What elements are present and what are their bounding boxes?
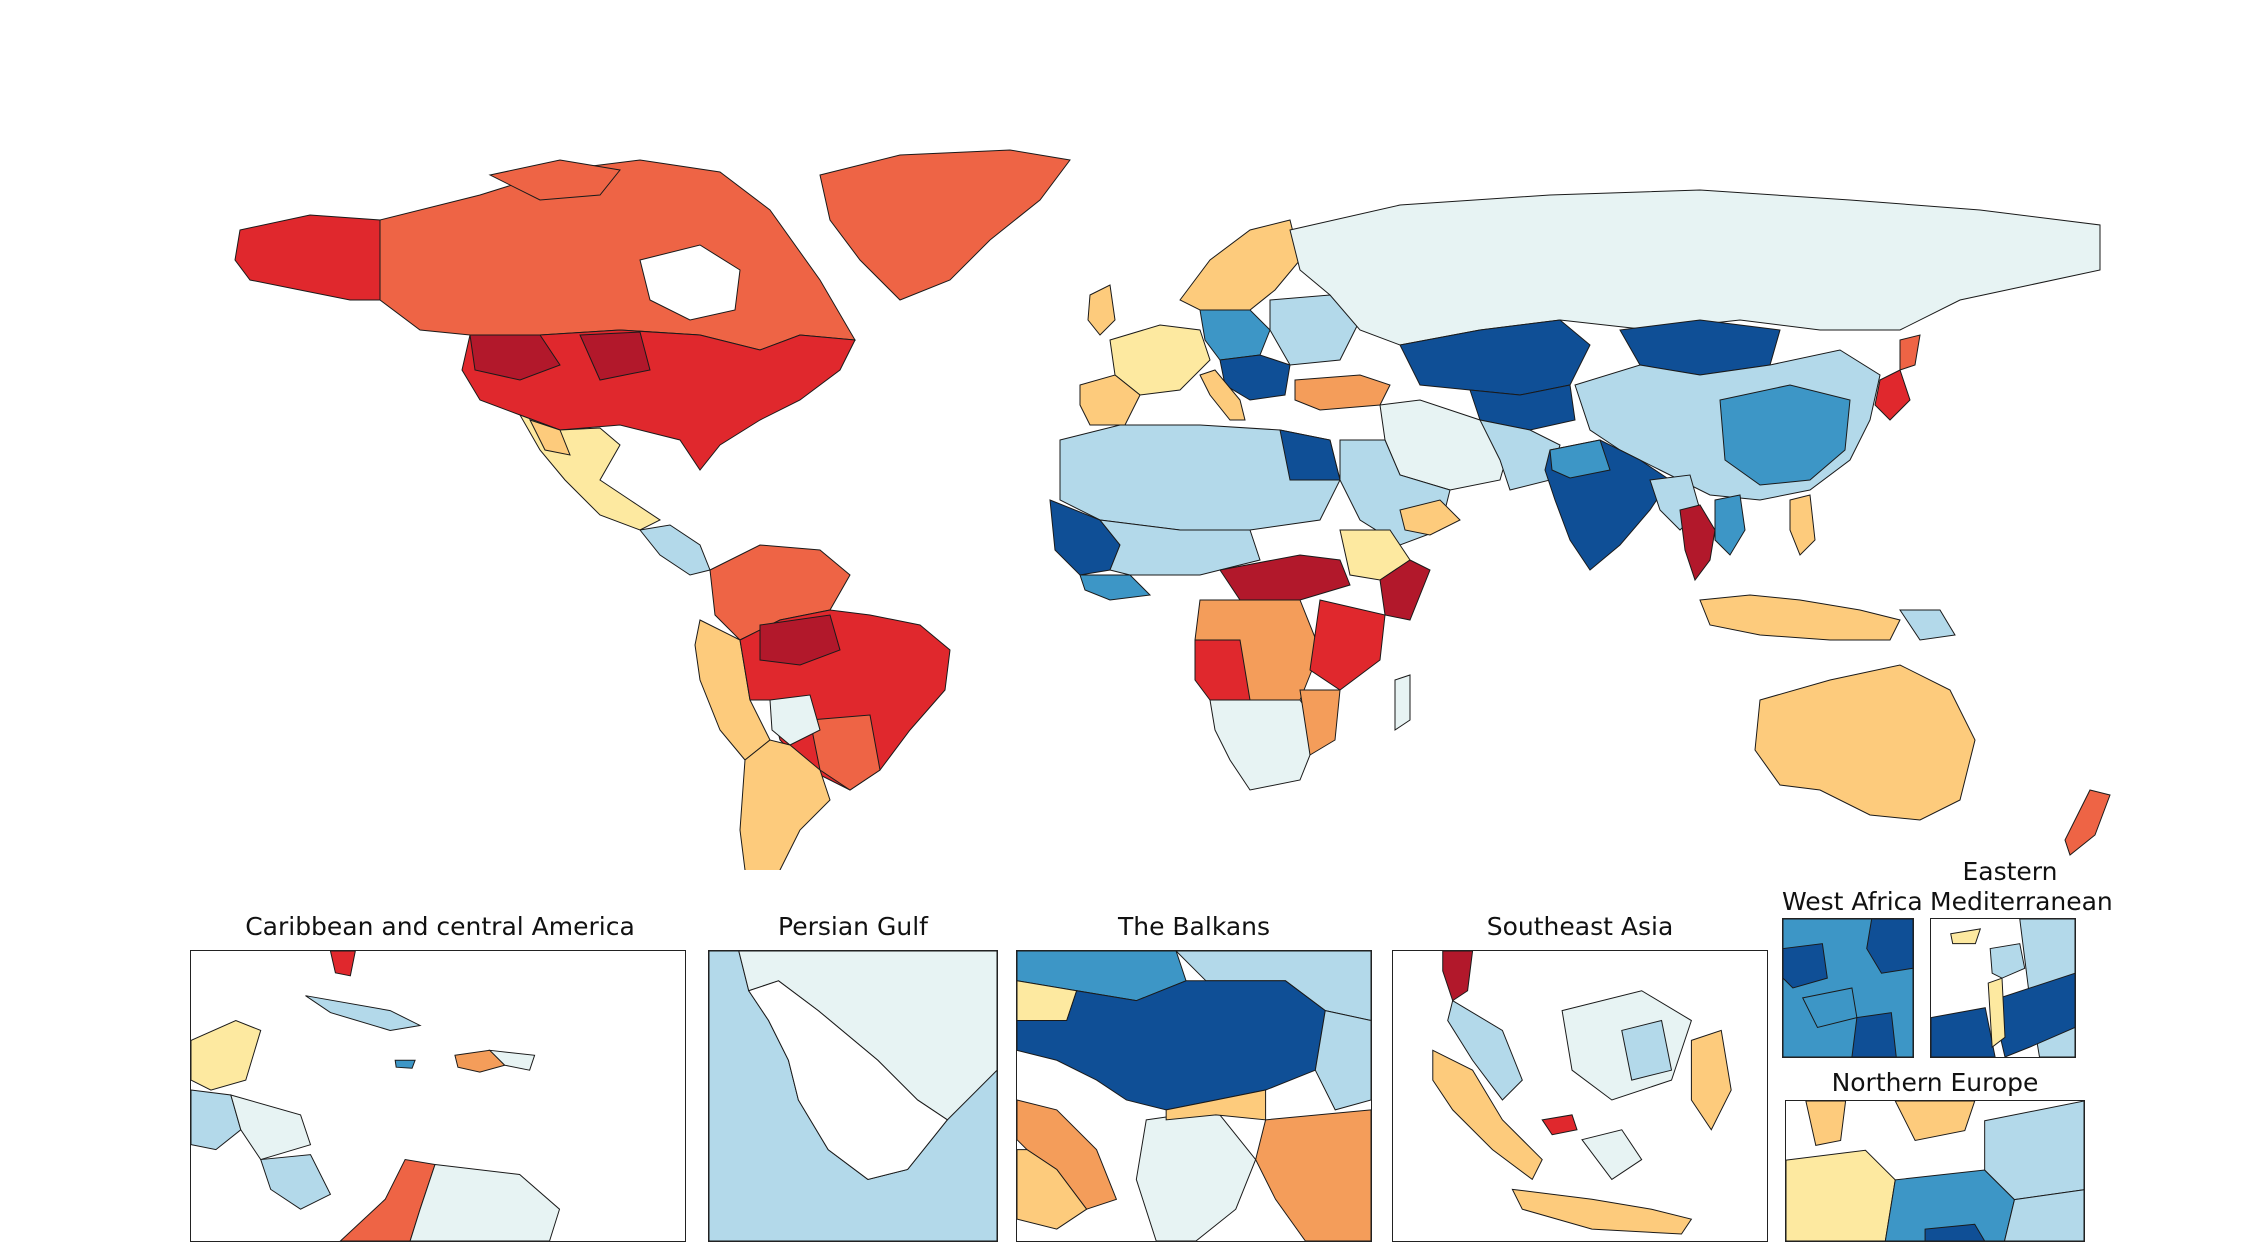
region-greenland	[819, 149, 1071, 301]
inset-caribbean	[190, 950, 686, 1242]
region-yemen-oman	[1399, 499, 1461, 536]
inset-borneo-south	[1621, 1019, 1673, 1081]
region-mozambique	[1299, 689, 1341, 756]
region-argentina-chile	[739, 739, 831, 870]
inset-thailand	[1442, 951, 1474, 1002]
region-uk	[1087, 284, 1116, 336]
inset-baltics	[1984, 1101, 2084, 1201]
region-central-europe	[1199, 309, 1271, 361]
inset-title-balkans: The Balkans	[1117, 912, 1271, 941]
region-philippines	[1789, 494, 1816, 556]
inset-gulf-water	[747, 980, 949, 1180]
inset-italy-south	[1017, 1149, 1088, 1230]
inset-title-caribbean: Caribbean and central America	[245, 912, 635, 941]
inset-haiti	[454, 1049, 506, 1073]
region-madagascar	[1394, 674, 1411, 731]
inset-singapore-region	[1541, 1114, 1578, 1136]
region-new-zealand	[2064, 789, 2111, 856]
inset-bangka	[1581, 1129, 1643, 1181]
region-horn	[1379, 559, 1431, 621]
inset-belarus	[2004, 1189, 2084, 1241]
region-canadian-arctic-islands	[488, 159, 621, 201]
inset-czech	[1924, 1223, 1986, 1241]
inset-guatemala-honduras	[191, 1089, 242, 1151]
inset-cyprus	[1950, 928, 1982, 945]
region-angola	[1194, 639, 1251, 701]
inset-greece	[1135, 1109, 1257, 1241]
inset-moldova-region	[1314, 1009, 1371, 1111]
inset-title-southeast-asia: Southeast Asia	[1486, 912, 1674, 941]
region-bolivia	[769, 694, 821, 746]
inset-persian-gulf	[708, 950, 998, 1242]
inset-west-africa	[1782, 918, 1914, 1058]
inset-dominican-republic	[488, 1049, 536, 1071]
region-russia	[1289, 189, 2101, 346]
inset-title-west-africa: West Africa	[1782, 887, 1923, 916]
region-egypt	[1279, 429, 1341, 481]
inset-israel	[1987, 977, 2006, 1049]
inset-jamaica	[394, 1059, 416, 1069]
region-north-africa	[1059, 424, 1341, 531]
region-thailand	[1679, 504, 1716, 582]
inset-mali	[1866, 919, 1913, 974]
inset-costa-rica-panama	[260, 1154, 332, 1210]
inset-egypt-sinai	[1931, 1007, 1996, 1057]
inset-lebanon	[1989, 943, 2026, 979]
inset-venezuela	[409, 1163, 561, 1241]
inset-germany	[1786, 1149, 1896, 1241]
inset-cuba	[305, 995, 422, 1031]
region-hudson-bay	[639, 244, 741, 321]
region-mexico-north	[529, 419, 571, 456]
inset-balkans	[1016, 950, 1372, 1242]
inset-mexico-yucatan	[191, 1019, 262, 1091]
region-png	[1899, 609, 1956, 641]
inset-bulgaria	[1165, 1089, 1267, 1121]
region-indonesia	[1699, 594, 1901, 641]
region-usa-central	[579, 331, 651, 381]
region-central-america	[639, 524, 711, 576]
inset-title-persian-gulf: Persian Gulf	[778, 912, 928, 941]
inset-sulawesi	[1690, 1029, 1732, 1131]
region-japan-south	[1899, 334, 1921, 371]
inset-senegal	[1783, 943, 1828, 989]
region-italy	[1199, 369, 1246, 421]
inset-northern-europe	[1785, 1100, 2085, 1242]
inset-title-eastern-mediterranean: Eastern Mediterranean	[1930, 857, 2113, 916]
inset-title-northern-europe: Northern Europe	[1831, 1068, 2039, 1097]
region-east-africa	[1309, 599, 1386, 691]
inset-southeast-asia	[1392, 950, 1768, 1242]
inset-sweden	[1894, 1101, 1976, 1141]
region-canada	[379, 159, 856, 351]
inset-malaysia	[1447, 999, 1523, 1101]
world-map	[234, 149, 2111, 870]
inset-turkey	[1255, 1109, 1371, 1241]
inset-sumatra	[1432, 1049, 1543, 1181]
region-turkey	[1294, 374, 1391, 411]
inset-java	[1511, 1188, 1693, 1235]
region-brazil-amazon	[759, 614, 841, 666]
region-west-africa-coast	[1079, 574, 1152, 601]
inset-cote-divoire	[1851, 1012, 1897, 1057]
region-vietnam-cambodia	[1714, 494, 1746, 556]
region-japan-korea	[1874, 369, 1911, 421]
inset-nicaragua	[230, 1094, 312, 1161]
region-brazil-south	[809, 714, 881, 791]
region-china-east	[1719, 384, 1851, 486]
inset-florida	[329, 951, 356, 977]
inset-denmark	[1805, 1101, 1847, 1146]
region-australia	[1754, 664, 1976, 821]
region-alaska	[234, 214, 381, 301]
region-usa-northwest	[469, 334, 561, 381]
region-sahel	[1098, 519, 1261, 576]
inset-guinea	[1801, 987, 1858, 1029]
region-india-north	[1549, 439, 1611, 479]
inset-eastern-mediterranean	[1930, 918, 2076, 1058]
